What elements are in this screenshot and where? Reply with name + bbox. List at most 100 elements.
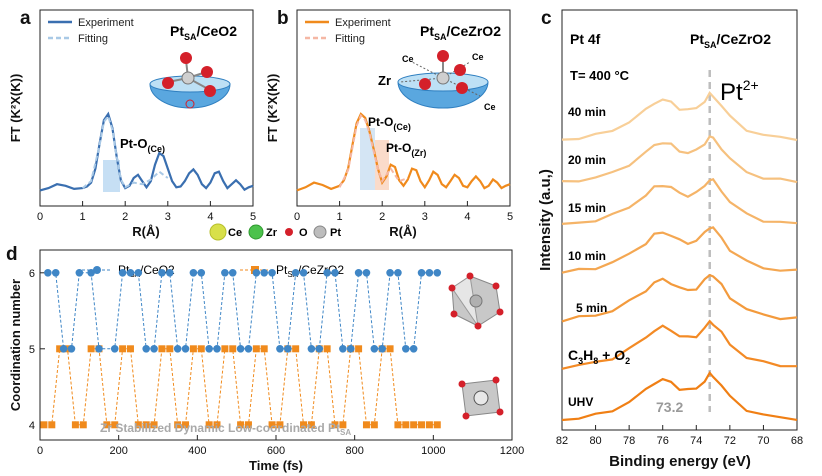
panel-d-xtick-label: 0 bbox=[37, 445, 43, 457]
panel-c-xtick-label: 78 bbox=[623, 435, 635, 447]
o-label: O bbox=[299, 227, 308, 239]
panel-c: c Intensity (a.u,) Binding energy (eV) 8… bbox=[537, 8, 803, 470]
pt-swatch bbox=[313, 225, 327, 239]
panel-d-xtick-label: 1200 bbox=[500, 445, 524, 457]
panel-d-point-square bbox=[252, 345, 260, 353]
panel-d-point-square bbox=[260, 345, 268, 353]
panel-d-point-circle bbox=[126, 269, 135, 277]
panel-d-point-square bbox=[182, 421, 190, 429]
panel-d-point-square bbox=[410, 421, 418, 429]
panel-c-frame bbox=[561, 9, 798, 431]
panel-d-point-circle bbox=[425, 269, 434, 277]
panel-c-spectrum-5 bbox=[561, 135, 798, 184]
panel-b-xlabel: R(Å) bbox=[389, 224, 416, 239]
panel-c-label-20: 20 min bbox=[568, 153, 606, 167]
panel-d-point-circle bbox=[268, 269, 276, 277]
panel-c-ref-value: 73.2 bbox=[656, 399, 683, 415]
panel-d-point-square bbox=[205, 421, 213, 429]
panel-d-point-circle bbox=[244, 345, 253, 353]
panel-a-title: PtSA/CeO2 bbox=[170, 23, 237, 42]
panel-d-point-circle bbox=[51, 269, 60, 277]
panel-d-point-circle bbox=[87, 269, 95, 277]
panel-c-xlabel: Binding energy (eV) bbox=[609, 453, 751, 470]
panel-a-structure bbox=[149, 52, 231, 109]
panel-d-point-square bbox=[79, 421, 87, 429]
panel-b-frame bbox=[296, 9, 511, 207]
panel-c-xtick-label: 70 bbox=[757, 435, 769, 447]
panel-d-point-circle bbox=[299, 269, 308, 277]
panel-a: a FT (K²X(K)) R(Å) 0 1 2 3 4 5 Experiment Fit… bbox=[8, 8, 256, 239]
panel-c-label-5: 5 min bbox=[576, 301, 607, 315]
zr-swatch bbox=[248, 224, 264, 240]
panel-b-xtick-label: 4 bbox=[464, 211, 470, 223]
panel-d-point-square bbox=[418, 421, 426, 429]
panel-a-ylabel: FT (K²X(K)) bbox=[8, 74, 23, 143]
panel-b-structure: Zr Ce Ce Ce bbox=[378, 50, 496, 112]
panel-d-point-square bbox=[174, 421, 182, 429]
panel-d-point-square bbox=[355, 345, 363, 353]
panel-b-annotation-1: Pt-O(Ce) bbox=[368, 115, 411, 132]
panel-d-point-square bbox=[56, 345, 64, 353]
panel-b-ce-label-3: Ce bbox=[484, 102, 496, 112]
panel-d-point-circle bbox=[228, 269, 237, 277]
panel-b-xtick-label: 1 bbox=[337, 211, 343, 223]
panel-d-point-circle bbox=[67, 345, 76, 353]
panel-d-point-circle bbox=[291, 269, 300, 277]
panel-c-label-40: 40 min bbox=[568, 105, 606, 119]
panel-d-point-square bbox=[150, 421, 158, 429]
panel-b-xtick-label: 0 bbox=[294, 211, 300, 223]
panel-a-xtick-label: 4 bbox=[207, 211, 213, 223]
panel-d-point-circle bbox=[197, 269, 206, 277]
panel-d-xtick-label: 600 bbox=[267, 445, 285, 457]
panel-d-point-square bbox=[111, 421, 119, 429]
panel-d-point-circle bbox=[134, 269, 143, 277]
panel-c-spectrum-3 bbox=[561, 226, 798, 274]
panel-d-point-square bbox=[237, 421, 245, 429]
panel-d-point-square bbox=[362, 421, 370, 429]
panel-d-point-square bbox=[213, 421, 221, 429]
panel-c-label-10: 10 min bbox=[568, 249, 606, 263]
panel-d-point-circle bbox=[110, 345, 119, 353]
panel-d-point-square bbox=[126, 345, 134, 353]
panel-c-label: c bbox=[541, 8, 552, 29]
panel-c-spectrum-2 bbox=[561, 273, 798, 323]
panel-c-xtick-label: 80 bbox=[589, 435, 601, 447]
panel-d-point-square bbox=[189, 345, 197, 353]
panel-c-label-gas: C3H8 + O2 bbox=[568, 347, 630, 366]
panel-d-point-square bbox=[244, 421, 252, 429]
panel-d-point-circle bbox=[189, 269, 198, 277]
panel-d-point-circle bbox=[386, 269, 394, 277]
panel-d-point-circle bbox=[323, 269, 331, 277]
panel-d-line-square bbox=[43, 348, 438, 426]
panel-b-xtick-label: 5 bbox=[507, 211, 513, 223]
panel-d-point-square bbox=[402, 421, 410, 429]
panel-d-point-square bbox=[307, 421, 315, 429]
panel-b-title: PtSA/CeZrO2 bbox=[420, 23, 501, 42]
panel-c-xtick-label: 72 bbox=[724, 435, 736, 447]
ce-swatch bbox=[209, 223, 227, 241]
panel-d-point-square bbox=[323, 345, 331, 353]
panel-d-xtick-label: 1000 bbox=[421, 445, 445, 457]
panel-d-point-square bbox=[292, 345, 300, 353]
panel-d-line-circle bbox=[47, 272, 438, 350]
panel-d-point-circle bbox=[315, 345, 324, 353]
panel-d-point-circle bbox=[307, 345, 316, 353]
panel-d: d Coordination number Time (fs) 0 200 400 6… bbox=[6, 244, 524, 473]
panel-d-point-circle bbox=[394, 269, 402, 277]
panel-d-point-circle bbox=[118, 269, 127, 277]
panel-d-point-circle bbox=[339, 345, 347, 353]
panel-d-xtick-label: 400 bbox=[188, 445, 206, 457]
panel-d-point-circle bbox=[142, 345, 150, 353]
octahedron-6-icon bbox=[448, 272, 504, 330]
panel-d-point-square bbox=[40, 421, 48, 429]
panel-d-point-square bbox=[119, 345, 127, 353]
panel-d-point-circle bbox=[284, 345, 292, 353]
panel-d-point-square bbox=[103, 421, 111, 429]
panel-b-xtick-label: 2 bbox=[379, 211, 385, 223]
panel-d-point-square bbox=[300, 421, 308, 429]
panel-b-label: b bbox=[277, 8, 289, 29]
panel-b-legend-fit: Fitting bbox=[335, 33, 365, 45]
panel-d-point-circle bbox=[213, 345, 221, 353]
panel-d-point-circle bbox=[158, 269, 166, 277]
